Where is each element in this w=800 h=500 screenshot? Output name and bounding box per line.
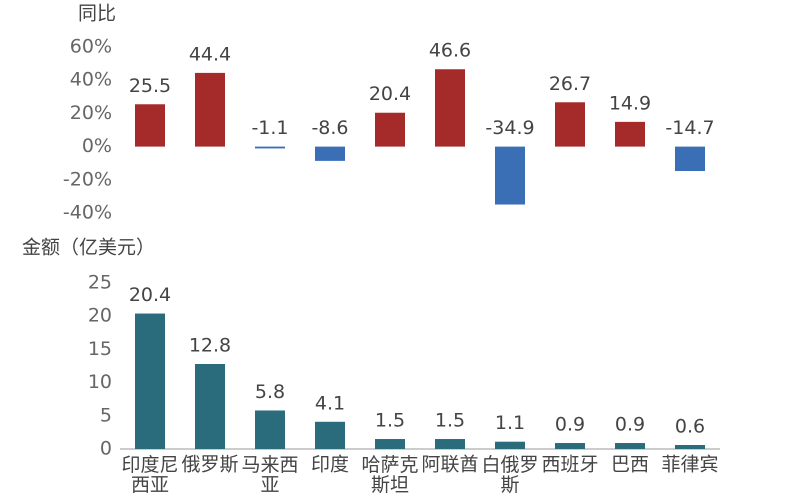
- y-tick-label: 0%: [82, 135, 112, 157]
- bar: [555, 102, 585, 147]
- data-label: 0.9: [555, 414, 585, 436]
- bar: [375, 439, 405, 449]
- y-tick-label: -40%: [63, 202, 112, 224]
- bar: [315, 146, 345, 161]
- x-tick-label: 西班牙: [541, 454, 598, 476]
- y-axis-label: 金额（亿美元）: [22, 237, 155, 259]
- x-tick-label: 阿联酋: [421, 454, 478, 476]
- bar: [495, 146, 525, 205]
- bar: [615, 121, 645, 147]
- data-label: 1.5: [435, 410, 465, 432]
- x-tick-label: 哈萨克斯坦: [361, 454, 418, 496]
- bar: [255, 410, 285, 449]
- bar: [615, 443, 645, 449]
- bar: [135, 104, 165, 147]
- bar: [195, 364, 225, 449]
- x-tick-label: 印度: [311, 454, 349, 476]
- bar: [675, 445, 705, 449]
- bar: [675, 146, 705, 172]
- data-label: -14.7: [665, 117, 714, 139]
- bar: [195, 72, 225, 147]
- data-label: 44.4: [189, 43, 231, 65]
- bar: [435, 69, 465, 147]
- y-tick-label: 20: [88, 305, 112, 327]
- bar: [315, 421, 345, 449]
- y-tick-label: 15: [88, 338, 112, 360]
- bar: [375, 112, 405, 147]
- x-tick-label: 白俄罗斯: [481, 454, 538, 496]
- y-tick-label: 25: [88, 272, 112, 294]
- y-tick-label: 40%: [70, 69, 112, 91]
- data-label: 12.8: [189, 335, 231, 357]
- x-tick-label: 俄罗斯: [181, 454, 238, 476]
- data-label: 4.1: [315, 392, 345, 414]
- x-tick-label: 菲律宾: [661, 454, 718, 476]
- data-label: 5.8: [255, 381, 285, 403]
- data-label: -8.6: [311, 117, 348, 139]
- data-label: 1.5: [375, 410, 405, 432]
- bar: [135, 313, 165, 449]
- data-label: 14.9: [609, 92, 651, 114]
- y-tick-label: 0: [100, 438, 112, 460]
- data-label: 1.1: [495, 412, 525, 434]
- data-label: 25.5: [129, 75, 171, 97]
- data-label: 20.4: [369, 83, 411, 105]
- bar: [495, 441, 525, 449]
- y-tick-label: 10: [88, 371, 112, 393]
- data-label: 20.4: [129, 284, 171, 306]
- data-label: 0.6: [675, 416, 705, 438]
- bar: [255, 146, 285, 149]
- data-label: 26.7: [549, 73, 591, 95]
- data-label: -1.1: [251, 117, 288, 139]
- data-label: -34.9: [485, 117, 534, 139]
- data-label: 46.6: [429, 40, 471, 62]
- y-tick-label: 60%: [70, 36, 112, 58]
- y-tick-label: 5: [100, 404, 112, 426]
- x-tick-label: 印度尼西亚: [121, 454, 178, 496]
- y-tick-label: -20%: [63, 168, 112, 190]
- bar: [435, 439, 465, 449]
- x-tick-label: 马来西亚: [241, 454, 298, 496]
- y-axis-label: 同比: [78, 3, 116, 25]
- bar: [555, 443, 585, 449]
- y-tick-label: 20%: [70, 102, 112, 124]
- x-tick-label: 巴西: [611, 454, 649, 476]
- data-label: 0.9: [615, 414, 645, 436]
